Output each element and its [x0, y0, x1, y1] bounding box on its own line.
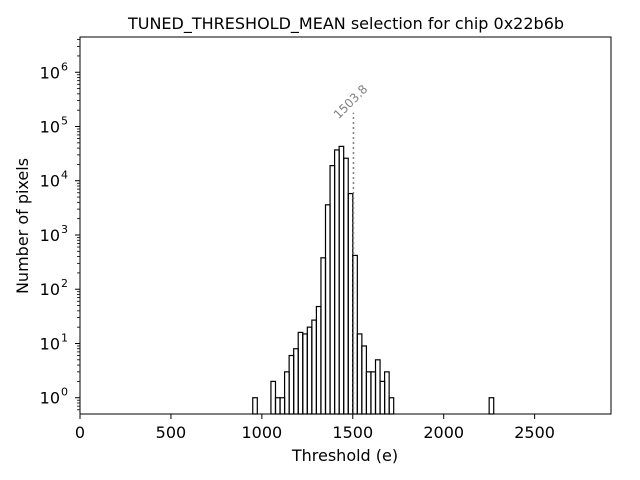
y-tick-label-0: 10	[40, 389, 60, 408]
y-tick-label-1: 10	[40, 334, 60, 353]
y-tick-exponent-3: 3	[61, 223, 68, 236]
x-axis-label: Threshold (e)	[291, 446, 398, 465]
x-axis-ticks: 0 500 1000 1500 2000 2500	[75, 414, 555, 442]
y-tick-exponent-4: 4	[61, 169, 68, 182]
y-tick-exponent-5: 5	[61, 115, 68, 128]
y-tick-exponent-6: 6	[61, 60, 68, 73]
x-tick-label-1: 500	[156, 423, 187, 442]
y-tick-label-2: 10	[40, 280, 60, 299]
y-axis-label: Number of pixels	[13, 158, 32, 294]
y-tick-exponent-0: 0	[61, 386, 68, 399]
plot-frame	[79, 36, 612, 415]
plot-area: 1503.8	[79, 36, 612, 415]
x-tick-label-2: 1000	[241, 423, 282, 442]
x-tick-label-4: 2000	[423, 423, 464, 442]
x-tick-label-3: 1500	[332, 423, 373, 442]
plot-background	[80, 37, 611, 414]
y-tick-exponent-1: 1	[61, 331, 68, 344]
x-tick-label-5: 2500	[514, 423, 555, 442]
y-tick-label-3: 10	[40, 226, 60, 245]
y-tick-label-6: 10	[40, 63, 60, 82]
chart-title: TUNED_THRESHOLD_MEAN selection for chip …	[127, 14, 564, 34]
x-tick-label-0: 0	[75, 423, 85, 442]
y-tick-label-4: 10	[40, 172, 60, 191]
y-tick-exponent-2: 2	[61, 277, 68, 290]
y-tick-label-5: 10	[40, 118, 60, 137]
